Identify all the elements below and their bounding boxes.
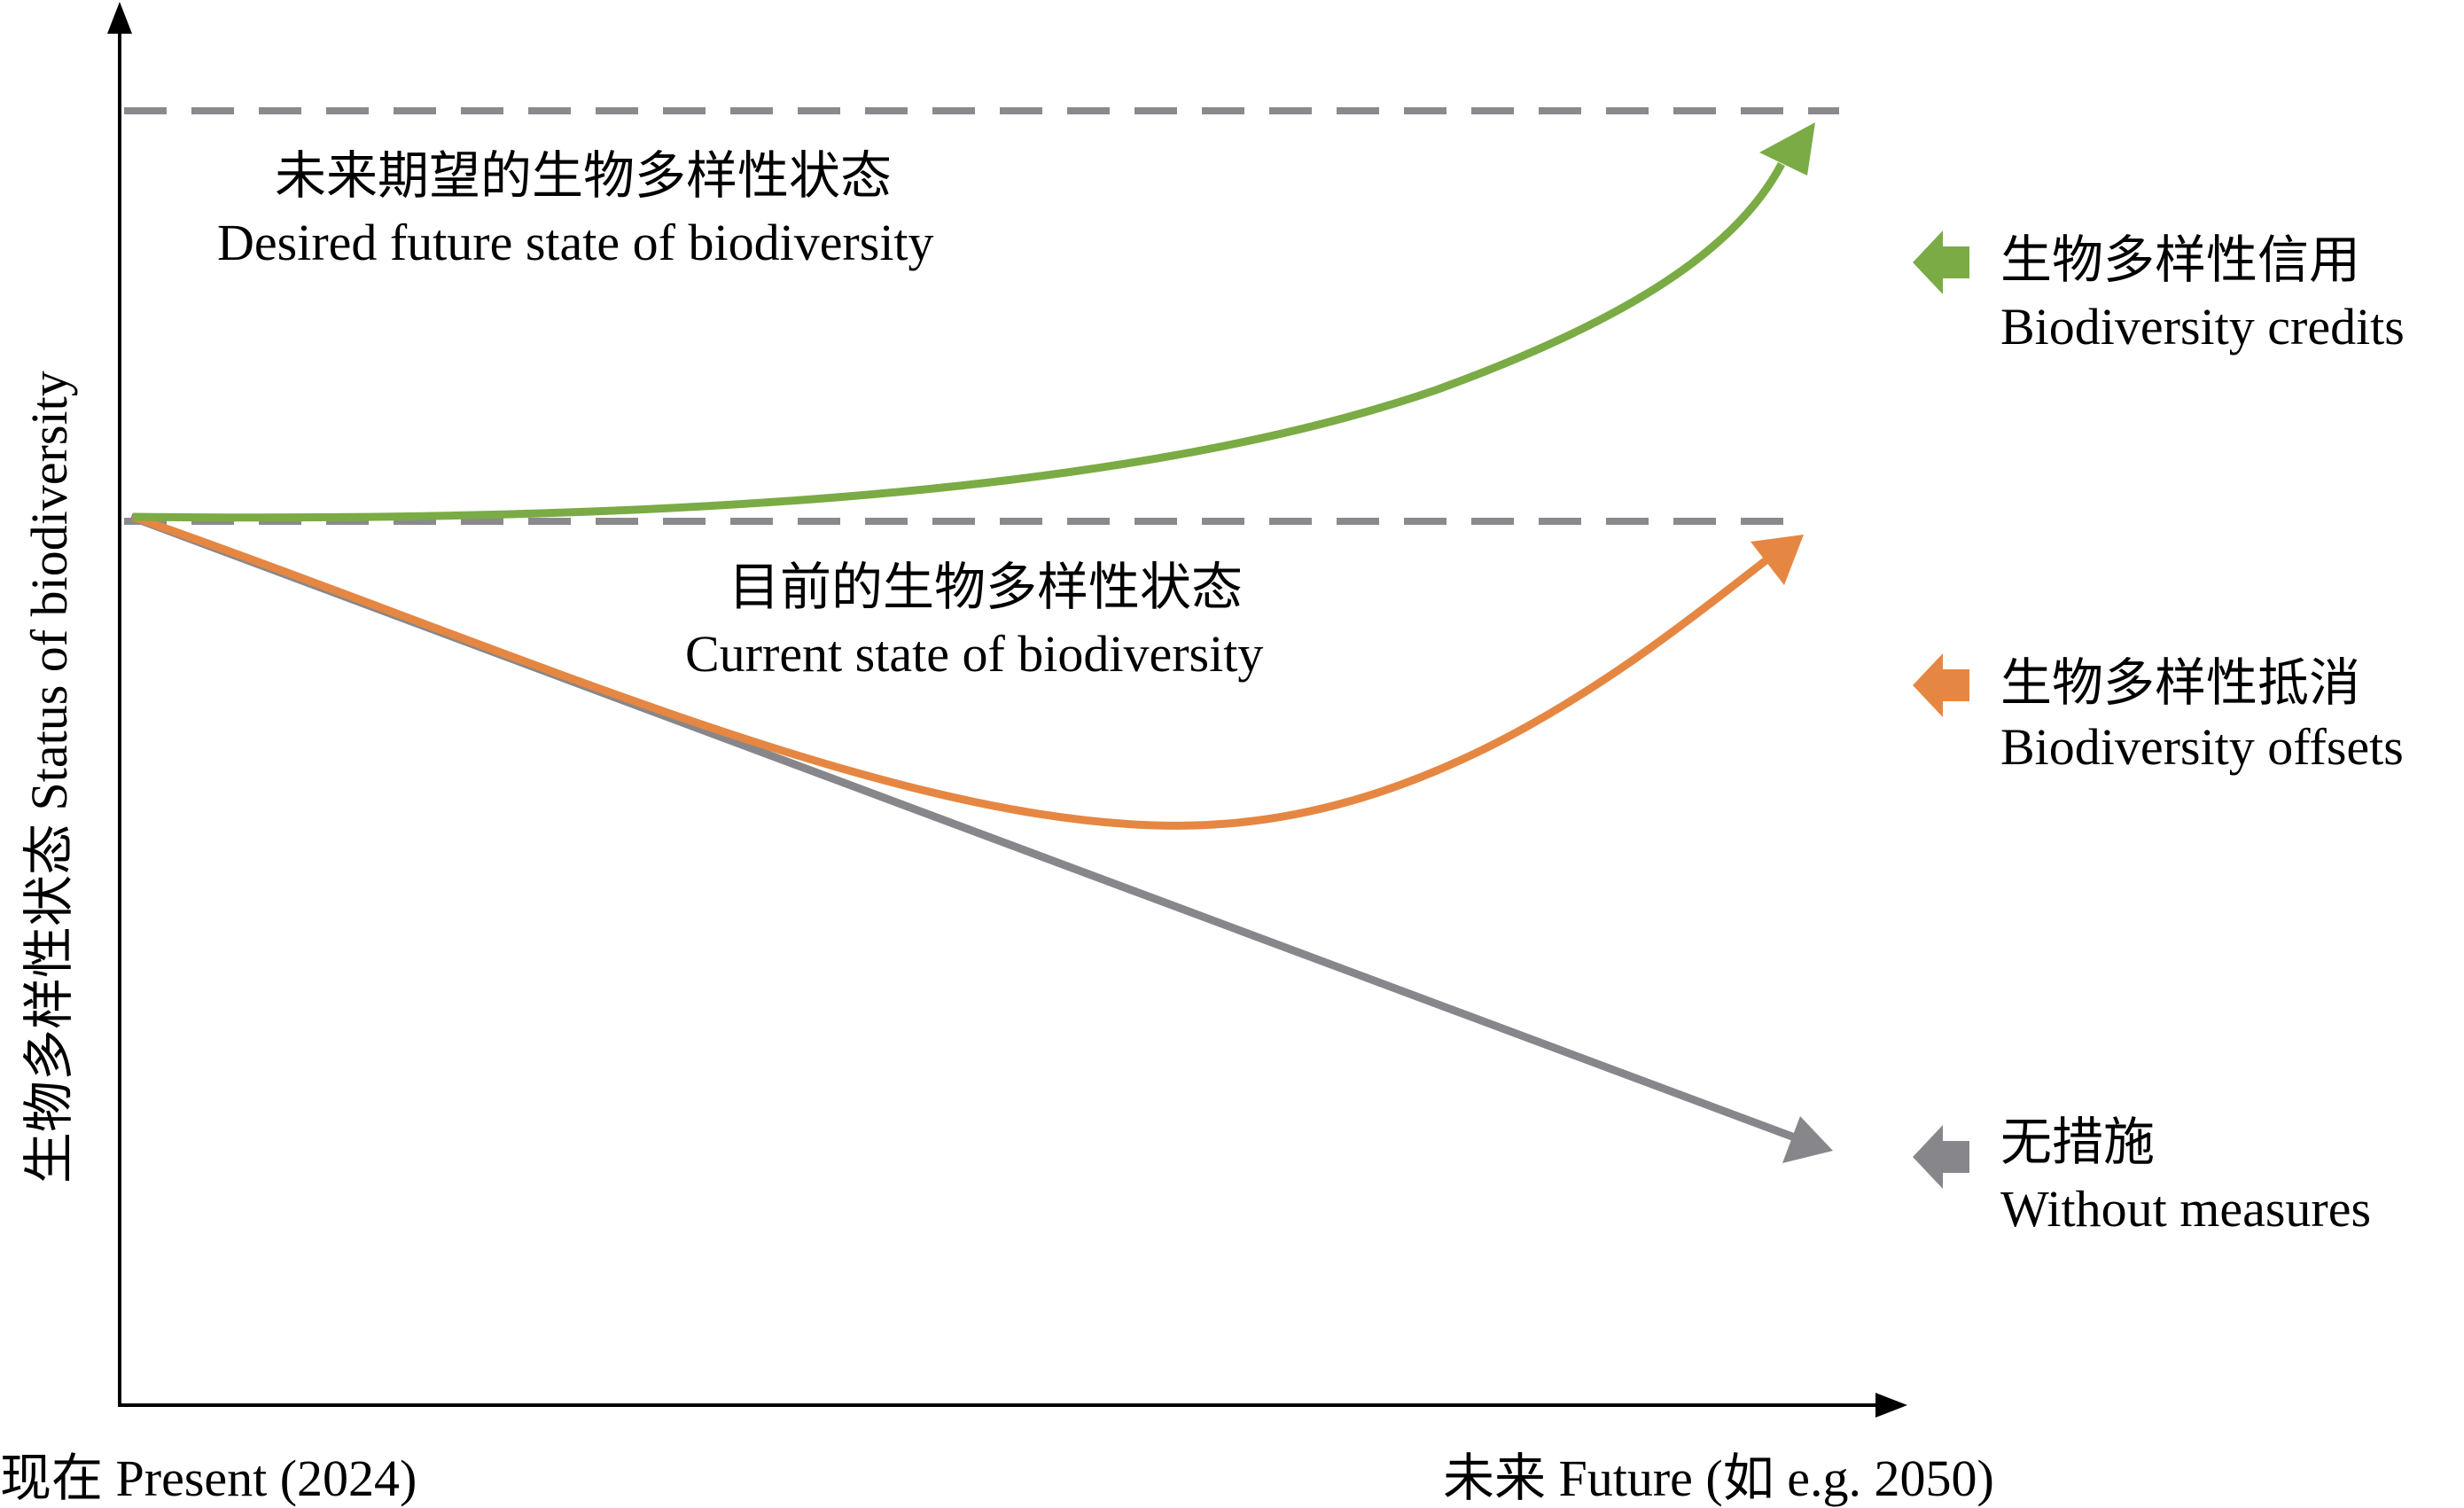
offsets-curve xyxy=(131,512,1804,830)
axes xyxy=(107,2,1907,1418)
legend-offsets-zh: 生物多样性抵消 xyxy=(2000,654,2360,712)
x-axis-start-label: 现在 Present (2024) xyxy=(0,1449,417,1507)
desired-state-label-zh: 未来期望的生物多样性状态 xyxy=(275,147,892,205)
legend-offsets-en: Biodiversity offsets xyxy=(2000,718,2404,776)
current-state-label-en: Current state of biodiversity xyxy=(685,625,1263,683)
left-arrow-icon xyxy=(1913,230,1969,294)
y-axis-arrow-icon xyxy=(107,2,132,34)
legend-item-without: 无措施 Without measures xyxy=(1913,1113,2371,1238)
y-axis-label: 生物多样性状态 Status of biodiversity xyxy=(20,371,78,1184)
current-state-label-zh: 目前的生物多样性状态 xyxy=(729,559,1243,616)
offsets-arrowhead-icon xyxy=(1751,535,1804,585)
credits-curve xyxy=(132,122,1815,522)
without-measures-arrowhead-icon xyxy=(1782,1116,1833,1163)
x-axis-arrow-icon xyxy=(1875,1393,1907,1418)
legend-without-zh: 无措施 xyxy=(2000,1113,2155,1171)
left-arrow-icon xyxy=(1913,653,1969,717)
left-arrow-icon xyxy=(1913,1125,1969,1189)
legend-item-offsets: 生物多样性抵消 Biodiversity offsets xyxy=(1913,653,2404,776)
legend-item-credits: 生物多样性信用 Biodiversity credits xyxy=(1913,230,2405,356)
legend: 生物多样性信用 Biodiversity credits 生物多样性抵消 Bio… xyxy=(1913,230,2405,1238)
credits-arrowhead-icon xyxy=(1759,122,1815,176)
x-axis-end-label: 未来 Future (如 e.g. 2050) xyxy=(1443,1449,1994,1507)
legend-credits-en: Biodiversity credits xyxy=(2000,298,2405,356)
legend-credits-zh: 生物多样性信用 xyxy=(2000,231,2360,289)
legend-without-en: Without measures xyxy=(2000,1180,2371,1238)
desired-state-label-en: Desired future state of biodiversity xyxy=(217,214,934,271)
